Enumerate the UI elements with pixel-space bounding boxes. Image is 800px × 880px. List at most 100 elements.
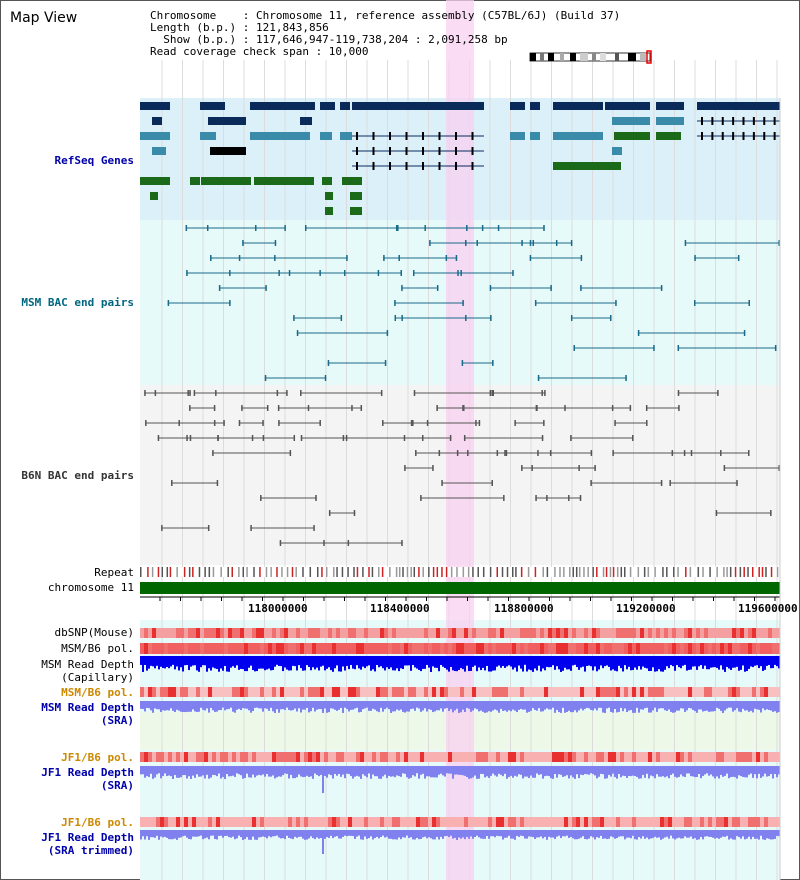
read-depth-bar <box>204 656 206 666</box>
read-depth-bar <box>186 656 188 666</box>
read-depth-bar <box>250 656 252 666</box>
read-depth-bar <box>726 766 728 774</box>
read-depth-bar <box>140 656 142 665</box>
b6n-bac-end <box>382 420 384 426</box>
read-depth-bar <box>330 701 332 709</box>
b6n-bac-end <box>323 540 325 546</box>
read-depth-bar <box>558 656 560 670</box>
read-depth-bar <box>190 766 192 779</box>
polymorphism-cell <box>680 643 684 654</box>
polymorphism-cell <box>676 752 680 762</box>
b6n-bac-end <box>590 480 592 486</box>
refseq-exon <box>711 117 714 125</box>
read-depth-bar <box>444 766 446 777</box>
track-label-msm-b6-pol[interactable]: MSM/B6 pol. <box>61 642 134 655</box>
read-depth-bar <box>254 656 256 672</box>
read-depth-bar <box>498 766 500 774</box>
polymorphism-cell <box>580 643 584 654</box>
track-label-msm-b6-pol-sra[interactable]: MSM/B6 pol. <box>61 686 134 699</box>
polymorphism-cell <box>420 752 424 762</box>
track-label-jf1-b6-pol-2[interactable]: JF1/B6 pol. <box>61 816 134 829</box>
read-depth-bar <box>472 766 474 778</box>
read-depth-bar <box>690 656 692 670</box>
repeat-element <box>188 567 191 577</box>
polymorphism-cell <box>660 628 664 638</box>
track-label-repeat[interactable]: Repeat <box>94 566 134 579</box>
read-depth-bar <box>680 830 682 839</box>
b6n-bac-end <box>632 435 634 441</box>
read-depth-bar <box>224 701 226 711</box>
polymorphism-cell <box>192 628 196 638</box>
read-depth-bar <box>398 701 400 711</box>
read-depth-bar <box>484 656 486 671</box>
polymorphism-cell <box>424 687 428 697</box>
read-depth-bar <box>214 830 216 840</box>
read-depth-bar <box>418 701 420 709</box>
read-depth-bar <box>446 701 448 708</box>
read-depth-bar <box>306 701 308 708</box>
read-depth-bar <box>274 656 276 667</box>
read-depth-bar <box>314 830 316 840</box>
track-label-jf1-depth[interactable]: JF1 Read Depth (SRA) <box>0 766 134 792</box>
b6n-bac-end <box>260 495 262 501</box>
b6n-bac-end <box>463 405 465 411</box>
b6n-bac-end <box>612 450 614 456</box>
polymorphism-cell <box>612 817 616 827</box>
track-label-dbsnp[interactable]: dbSNP(Mouse) <box>54 626 134 639</box>
polymorphism-cell <box>460 643 464 654</box>
track-label-msm-depth-sra[interactable]: MSM Read Depth (SRA) <box>0 701 134 727</box>
polymorphism-cell <box>232 752 236 762</box>
read-depth-bar <box>520 656 522 669</box>
polymorphism-cell <box>548 628 552 638</box>
read-depth-bar <box>384 830 386 838</box>
read-depth-bar <box>406 701 408 712</box>
read-depth-bar <box>594 830 596 840</box>
read-depth-bar <box>682 830 684 839</box>
read-depth-bar <box>606 830 608 840</box>
polymorphism-cell <box>356 687 360 697</box>
b6n-bac-end <box>403 435 406 441</box>
track-label-chromosome[interactable]: chromosome 11 <box>47 581 134 594</box>
polymorphism-cell <box>176 687 180 697</box>
track-label-jf1-depth-trimmed[interactable]: JF1 Read Depth (SRA trimmed) <box>0 831 134 857</box>
repeat-element <box>286 567 289 577</box>
polymorphism-cell <box>304 643 308 654</box>
read-depth-bar <box>510 830 512 839</box>
msm-bac-end <box>580 285 582 291</box>
b6n-bac-end <box>543 420 545 426</box>
polymorphism-cell <box>572 817 576 827</box>
track-label-refseq[interactable]: RefSeq Genes <box>54 154 134 167</box>
read-depth-bar <box>410 830 412 838</box>
read-depth-bar <box>334 701 336 710</box>
polymorphism-cell <box>708 628 712 638</box>
read-depth-bar <box>374 830 376 839</box>
read-depth-bar <box>530 766 532 776</box>
track-label-jf1-b6-pol[interactable]: JF1/B6 pol. <box>61 751 134 764</box>
track-label-msm-bac[interactable]: MSM BAC end pairs <box>21 296 134 309</box>
polymorphism-cell <box>712 643 716 654</box>
polymorphism-cell <box>516 817 520 827</box>
polymorphism-cell <box>376 752 380 762</box>
refseq-exon <box>742 132 745 140</box>
polymorphism-cell <box>144 628 148 638</box>
read-depth-bar <box>492 766 494 774</box>
read-depth-bar <box>464 766 466 776</box>
polymorphism-cell <box>140 643 144 654</box>
repeat-element <box>309 567 312 577</box>
track-label-msm-depth-capillary[interactable]: MSM Read Depth (Capillary) <box>0 658 134 684</box>
read-depth-bar <box>448 830 450 838</box>
read-depth-bar <box>266 766 268 774</box>
read-depth-bar <box>582 830 584 837</box>
read-depth-bar <box>484 830 486 839</box>
read-depth-bar <box>494 701 496 710</box>
read-depth-bar <box>506 830 508 838</box>
read-depth-bar <box>758 656 760 669</box>
read-depth-bar <box>736 830 738 837</box>
read-depth-bar <box>266 656 268 670</box>
polymorphism-cell <box>388 687 392 697</box>
polymorphism-cell <box>696 643 700 654</box>
read-depth-bar <box>698 701 700 710</box>
read-depth-bar <box>500 830 502 837</box>
repeat-element <box>743 567 745 577</box>
track-label-b6n-bac[interactable]: B6N BAC end pairs <box>21 469 134 482</box>
